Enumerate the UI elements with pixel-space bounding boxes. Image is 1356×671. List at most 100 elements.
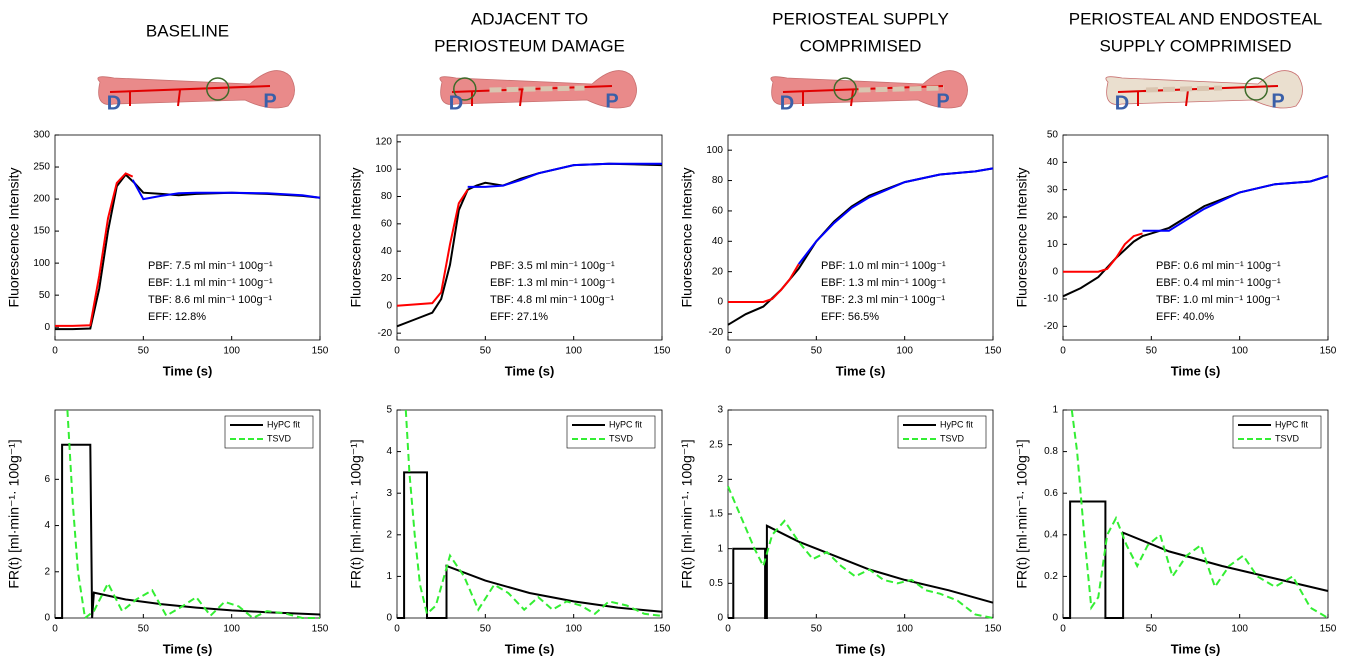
x-axis-label: Time (s) — [163, 641, 213, 656]
x-tick-label: 150 — [985, 346, 1002, 357]
y-tick-label: 80 — [381, 191, 393, 202]
legend-label: HyPC fit — [609, 419, 643, 429]
vessel-branch — [471, 89, 523, 107]
y-tick-label: 10 — [1047, 239, 1059, 250]
series-line — [55, 172, 134, 327]
x-tick-label: 50 — [811, 346, 823, 357]
series-line — [66, 409, 320, 620]
y-tick-label: 5 — [386, 405, 392, 416]
vessel-branch — [1137, 89, 1189, 107]
y-tick-label: 3 — [717, 405, 723, 416]
y-tick-label: 100 — [375, 164, 392, 175]
y-axis-label: FR(t) [ml·min⁻¹· 100g⁻¹] — [6, 439, 22, 588]
x-tick-label: 0 — [1060, 624, 1066, 635]
x-axis-label: Time (s) — [163, 363, 213, 378]
annotation: PBF: 3.5 ml min⁻¹ 100g⁻¹ — [490, 260, 615, 272]
series-line — [728, 263, 800, 303]
y-axis-label: Fluorescence Intensity — [679, 167, 695, 307]
series-line — [1063, 232, 1143, 273]
series-line — [797, 167, 994, 265]
x-tick-label: 100 — [565, 346, 582, 357]
legend-label: TSVD — [609, 433, 634, 443]
series-line — [728, 524, 994, 619]
series-line — [727, 485, 994, 619]
y-tick-label: 2 — [386, 529, 392, 540]
x-axis-label: Time (s) — [1171, 641, 1221, 656]
annotation: TBF: 2.3 ml min⁻¹ 100g⁻¹ — [821, 294, 945, 306]
x-tick-label: 50 — [1146, 624, 1158, 635]
annotation: EBF: 0.4 ml min⁻¹ 100g⁻¹ — [1156, 277, 1281, 289]
annotation: EBF: 1.3 ml min⁻¹ 100g⁻¹ — [821, 277, 946, 289]
plot-frame — [396, 134, 663, 341]
x-tick-label: 50 — [138, 624, 150, 635]
y-tick-label: 0 — [1052, 613, 1058, 624]
bone-label-proximal: P — [1271, 90, 1284, 112]
series-line — [131, 179, 321, 201]
x-tick-label: 150 — [654, 346, 671, 357]
annotation: TBF: 1.0 ml min⁻¹ 100g⁻¹ — [1156, 294, 1280, 306]
series-line — [1070, 409, 1329, 619]
y-tick-label: 50 — [39, 290, 51, 301]
panel-title: COMPRIMISED — [800, 36, 922, 55]
x-tick-label: 50 — [1146, 346, 1158, 357]
y-tick-label: -20 — [709, 327, 724, 338]
y-tick-label: 100 — [706, 145, 723, 156]
x-tick-label: 150 — [312, 624, 329, 635]
damaged-vessel — [489, 85, 585, 93]
y-tick-label: 80 — [712, 175, 724, 186]
legend-label: HyPC fit — [267, 419, 301, 429]
series-line — [1063, 500, 1329, 619]
series-line — [467, 162, 662, 188]
y-tick-label: 3 — [386, 488, 392, 499]
x-tick-label: 150 — [312, 346, 329, 357]
panel-title: PERIOSTEUM DAMAGE — [434, 36, 625, 55]
bone-label-distal: D — [780, 92, 794, 114]
x-tick-label: 50 — [811, 624, 823, 635]
y-tick-label: 0.4 — [1044, 529, 1058, 540]
y-tick-label: 6 — [44, 474, 50, 485]
annotation: TBF: 4.8 ml min⁻¹ 100g⁻¹ — [490, 294, 614, 306]
y-tick-label: 0.5 — [709, 578, 723, 589]
plot-frame — [54, 134, 321, 341]
legend-box — [1232, 415, 1322, 449]
y-axis-label: Fluorescence Intensity — [6, 167, 22, 307]
damaged-vessel — [1145, 85, 1223, 93]
bone-label-distal: D — [449, 92, 463, 114]
y-tick-label: 1 — [386, 571, 392, 582]
annotation: TBF: 8.6 ml min⁻¹ 100g⁻¹ — [148, 294, 272, 306]
series-line — [396, 189, 469, 307]
annotation: PBF: 0.6 ml min⁻¹ 100g⁻¹ — [1156, 260, 1281, 272]
x-tick-label: 100 — [223, 624, 240, 635]
y-tick-label: -20 — [378, 328, 393, 339]
y-tick-label: 0 — [1052, 266, 1058, 277]
annotation: EBF: 1.1 ml min⁻¹ 100g⁻¹ — [148, 277, 273, 289]
y-axis-label: FR(t) [ml·min⁻¹· 100g⁻¹] — [348, 439, 364, 588]
panel-title: BASELINE — [146, 21, 229, 40]
y-tick-label: 0 — [386, 300, 392, 311]
x-tick-label: 100 — [896, 624, 913, 635]
annotation: EFF: 56.5% — [821, 311, 879, 323]
x-axis-label: Time (s) — [505, 363, 555, 378]
bone-label-distal: D — [107, 92, 121, 114]
y-tick-label: 0 — [717, 613, 723, 624]
x-tick-label: 50 — [480, 346, 492, 357]
y-tick-label: 2.5 — [709, 439, 723, 450]
legend-label: HyPC fit — [940, 419, 974, 429]
x-tick-label: 0 — [725, 346, 731, 357]
annotation: PBF: 7.5 ml min⁻¹ 100g⁻¹ — [148, 260, 273, 272]
x-tick-label: 50 — [480, 624, 492, 635]
y-tick-label: 20 — [712, 266, 724, 277]
y-tick-label: 1.5 — [709, 509, 723, 520]
legend-label: HyPC fit — [1275, 419, 1309, 429]
y-tick-label: 0.8 — [1044, 446, 1058, 457]
y-tick-label: 1 — [717, 543, 723, 554]
y-axis-label: FR(t) [ml·min⁻¹· 100g⁻¹] — [679, 439, 695, 588]
y-tick-label: 0.2 — [1044, 571, 1058, 582]
y-tick-label: 0.6 — [1044, 488, 1058, 499]
highlight-circle — [453, 77, 477, 101]
annotation: EFF: 27.1% — [490, 311, 548, 323]
x-axis-label: Time (s) — [1171, 363, 1221, 378]
y-tick-label: 40 — [712, 236, 724, 247]
series-line — [55, 443, 321, 619]
x-axis-label: Time (s) — [836, 363, 886, 378]
